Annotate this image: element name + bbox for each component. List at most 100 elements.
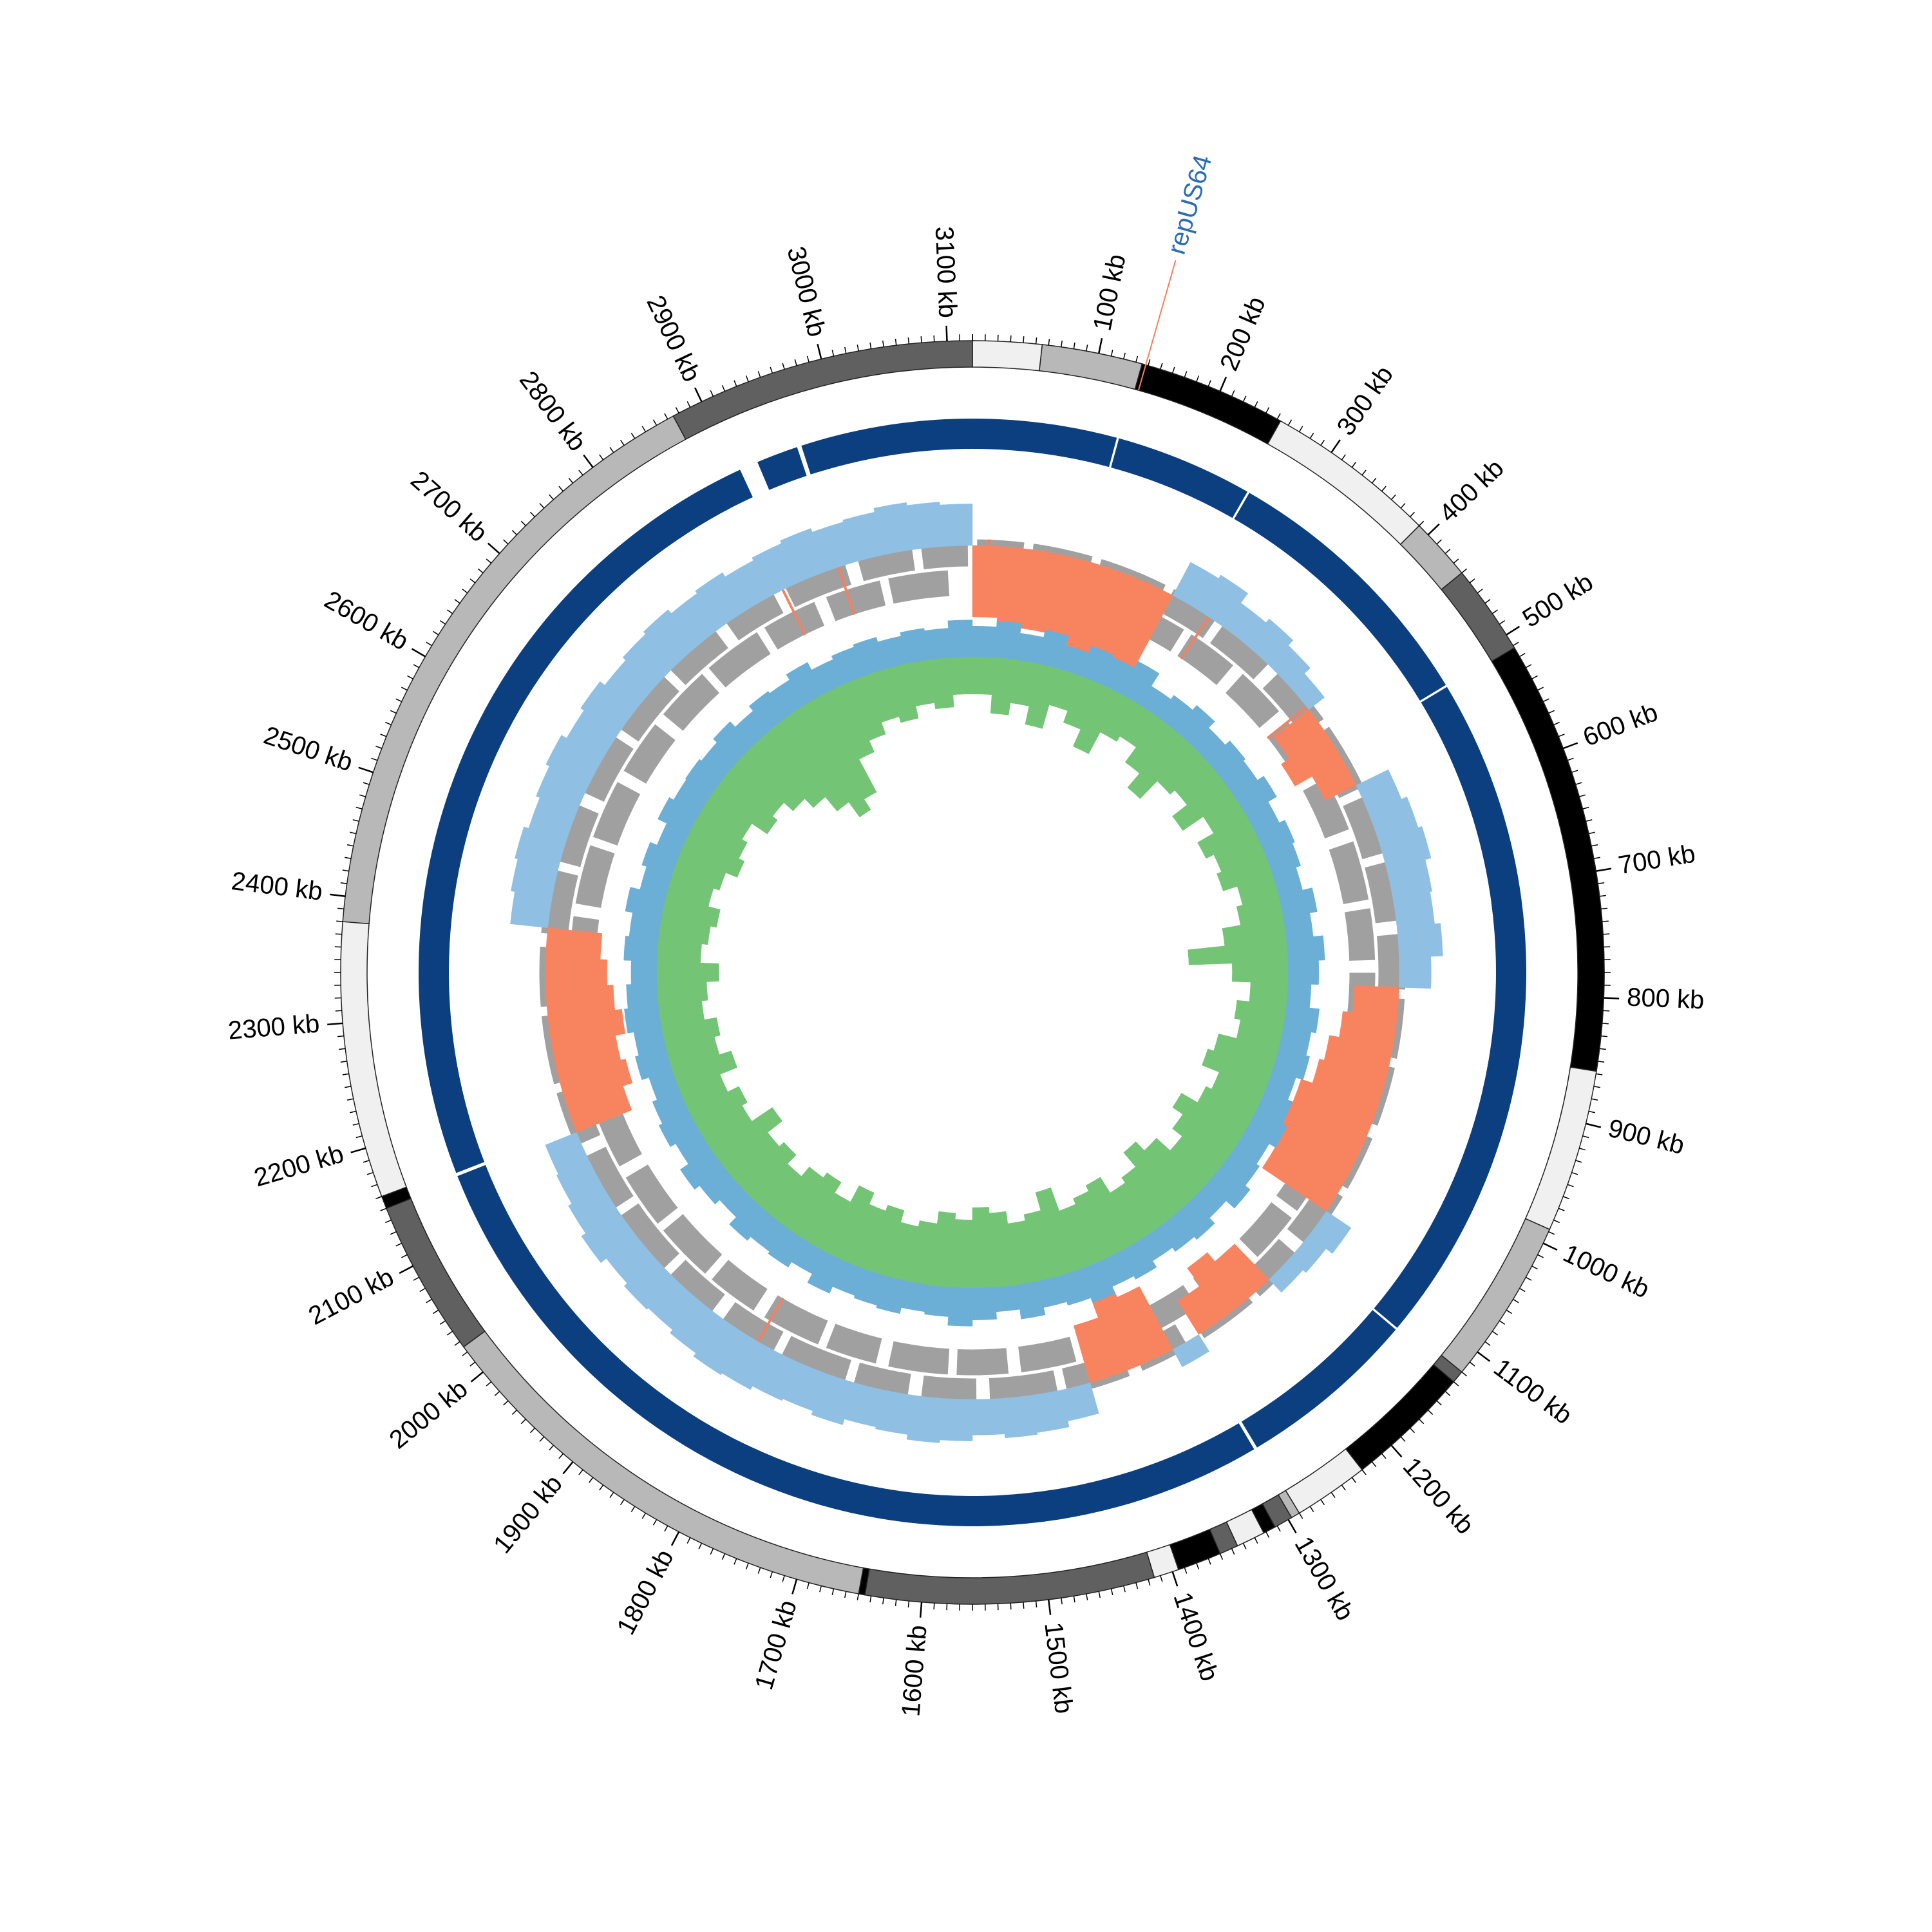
tick-label: 2500 kb (260, 721, 356, 777)
track-bar (1157, 745, 1208, 795)
minor-tick (1010, 1603, 1012, 1610)
minor-tick (907, 1600, 910, 1608)
minor-tick (1562, 1196, 1569, 1200)
track-bar (928, 1211, 956, 1287)
track-bar (972, 1287, 997, 1320)
minor-tick (1331, 1492, 1336, 1499)
minor-tick (346, 844, 354, 847)
track-bar (547, 1009, 626, 1047)
ideogram-segment (672, 340, 973, 440)
tick-label: 600 kb (1579, 698, 1662, 752)
track-bar (994, 1284, 1020, 1312)
track-bar (939, 504, 973, 547)
minor-tick (1477, 589, 1483, 594)
minor-tick (641, 1513, 647, 1519)
minor-tick (578, 469, 583, 476)
minor-tick (1531, 1265, 1538, 1270)
major-tick (919, 1602, 923, 1618)
major-tick (791, 1578, 798, 1595)
minor-tick (558, 486, 564, 492)
minor-tick (1242, 395, 1247, 402)
minor-tick (342, 1073, 349, 1075)
tick-label: 1600 kb (896, 1624, 932, 1718)
minor-tick (494, 1390, 500, 1396)
minor-tick (1110, 350, 1113, 357)
minor-tick (549, 1444, 554, 1451)
minor-tick (1588, 1110, 1595, 1113)
minor-tick (652, 419, 658, 426)
minor-tick (337, 907, 345, 910)
major-tick (399, 1265, 413, 1274)
minor-tick (355, 1135, 363, 1139)
track-bar (844, 676, 886, 741)
tick-label: 2000 kb (384, 1374, 473, 1454)
minor-tick (340, 882, 347, 884)
track-bar (950, 656, 973, 696)
minor-tick (882, 1598, 884, 1605)
minor-tick (380, 1208, 387, 1211)
track-bar (805, 694, 877, 800)
track-bar (906, 502, 943, 550)
track-bar (1234, 999, 1287, 1028)
contig (972, 419, 1117, 468)
minor-tick (1023, 336, 1025, 343)
minor-tick (355, 806, 363, 810)
track-bar (906, 1395, 943, 1443)
track-bar (545, 957, 608, 988)
track-bar (688, 814, 748, 859)
minor-tick (869, 342, 872, 349)
minor-tick (831, 1588, 835, 1595)
minor-tick (1400, 503, 1406, 509)
minor-tick (469, 578, 476, 583)
minor-tick (346, 1098, 354, 1101)
minor-tick (1419, 1419, 1425, 1425)
track-bar (1123, 1141, 1192, 1215)
track-bar (1127, 730, 1192, 799)
tick-label: 2200 kb (251, 1139, 347, 1192)
minor-tick (454, 599, 460, 604)
track-bar (661, 1017, 721, 1049)
minor-tick (1548, 710, 1555, 714)
minor-tick (1110, 1588, 1113, 1595)
gene (1343, 907, 1376, 961)
minor-tick (350, 831, 357, 835)
minor-tick (907, 337, 910, 345)
tick-label: 1000 kb (1558, 1239, 1653, 1304)
minor-tick (1567, 757, 1574, 761)
minor-tick (675, 407, 679, 413)
track-bar (786, 1172, 842, 1240)
minor-tick (339, 1048, 346, 1050)
minor-tick (609, 446, 614, 453)
track-bar (1285, 983, 1312, 1009)
track-bar (924, 628, 951, 661)
minor-tick (1602, 1023, 1609, 1025)
major-tick (358, 766, 374, 773)
tick-label: 1400 kb (1168, 1589, 1224, 1685)
minor-tick (1513, 1298, 1519, 1303)
minor-tick (1586, 819, 1593, 822)
minor-tick (1254, 1537, 1258, 1544)
track-bar (1285, 935, 1325, 962)
minor-tick (745, 1562, 749, 1569)
track-bar (824, 684, 875, 760)
minor-tick (1571, 770, 1578, 773)
major-tick (817, 343, 822, 359)
minor-tick (539, 503, 545, 509)
minor-tick (882, 340, 884, 347)
minor-tick (380, 734, 387, 737)
minor-tick (687, 401, 691, 408)
minor-tick (1542, 698, 1549, 703)
minor-tick (363, 1160, 370, 1163)
major-tick (583, 454, 594, 468)
minor-tick (1600, 907, 1608, 910)
tick-label: 2600 kb (319, 585, 413, 656)
track-bar (1172, 1113, 1235, 1167)
minor-tick (1410, 511, 1416, 518)
minor-tick (1400, 1436, 1406, 1442)
major-tick (1506, 625, 1520, 636)
ideogram-segment (1134, 363, 1282, 445)
gene (592, 781, 641, 847)
gene (662, 1213, 723, 1275)
track-bar (972, 1206, 995, 1289)
